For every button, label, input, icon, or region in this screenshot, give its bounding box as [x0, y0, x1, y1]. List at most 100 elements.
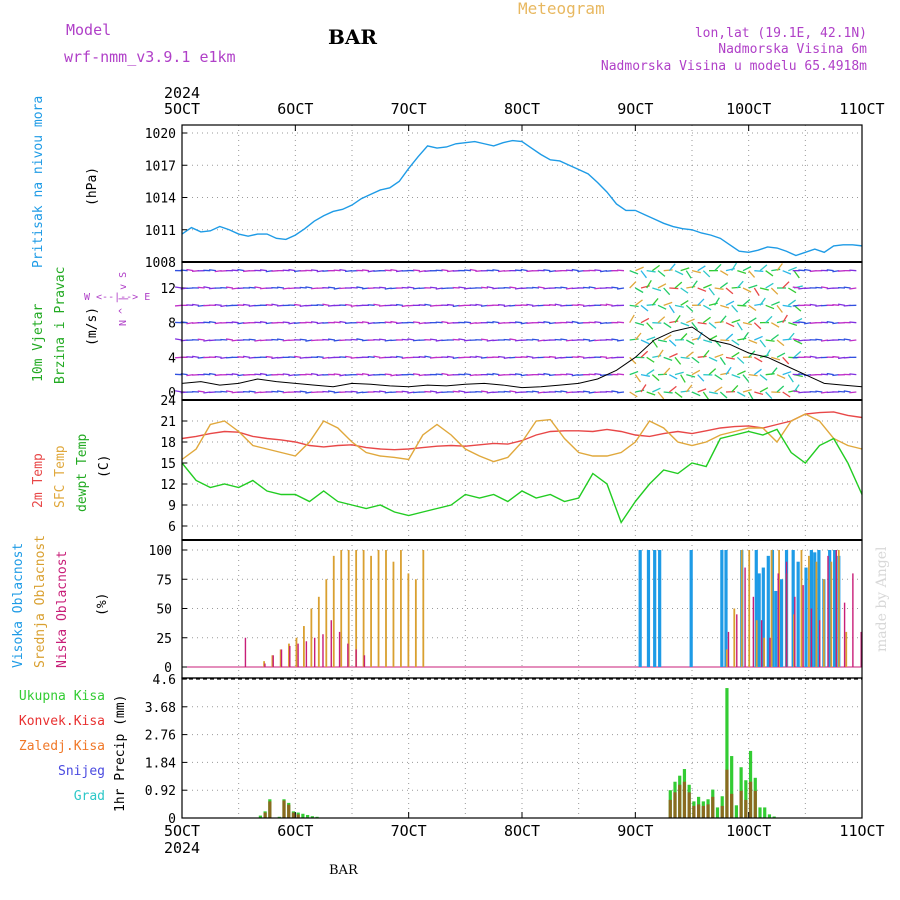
wind-arrow: [708, 391, 718, 395]
wind-arrow: [248, 286, 256, 289]
wind-arrow: [629, 338, 639, 341]
wind-arrow: [259, 372, 268, 376]
wind-arrow: [486, 286, 494, 289]
wind-arrow: [680, 390, 690, 393]
total-rain-bar: [730, 756, 734, 818]
wind-arrow: [714, 263, 722, 272]
wind-arrow: [611, 338, 619, 341]
model-elevation-label: Nadmorska Visina u modelu 65.4918m: [601, 59, 867, 74]
wind-arrow: [674, 371, 684, 376]
wind-arrow: [429, 390, 438, 393]
wind-arrow: [395, 355, 404, 358]
wind-arrow: [616, 321, 625, 324]
wind-arrow: [754, 356, 763, 363]
wind-arrow: [231, 373, 239, 376]
mid-cloud-bar: [295, 637, 298, 667]
wind-arrow: [754, 303, 764, 306]
mid-cloud-bar: [271, 655, 274, 667]
wind-arrow: [651, 264, 660, 272]
wind-arrow: [299, 390, 307, 393]
mid-cloud-bar: [303, 626, 305, 667]
wind-arrow: [686, 339, 695, 345]
wind-arrow: [492, 321, 500, 324]
wind-arrow: [322, 303, 330, 306]
temp-tick-label: 24: [160, 394, 176, 409]
mid-cloud-bar: [263, 661, 265, 667]
wind-tick-label: 12: [160, 282, 176, 297]
wind-arrow: [237, 356, 245, 358]
wind-arrow: [657, 316, 666, 324]
wind-arrow: [849, 321, 857, 324]
wind-arrow: [344, 355, 353, 358]
wind-tick-label: 4: [168, 351, 176, 366]
wind-arrow: [737, 337, 747, 341]
wind-arrow: [809, 303, 817, 306]
wind-arrow: [282, 269, 290, 272]
temp-unit-label: (C): [97, 455, 112, 478]
wind-arrow: [843, 390, 851, 393]
wind-arrow: [702, 316, 711, 324]
wind-arrow: [424, 355, 432, 358]
wind-arrow: [697, 322, 707, 325]
wind-arrow: [401, 390, 409, 393]
wind-arrow: [373, 355, 381, 358]
wind-arrow: [742, 388, 752, 393]
mid-cloud-bar: [347, 550, 350, 667]
wind-arrow: [748, 304, 757, 312]
wind-arrow: [441, 269, 449, 272]
mid-cloud-bar: [370, 555, 372, 667]
cloud-tick-label: 50: [156, 603, 172, 618]
wind-arrow: [463, 269, 472, 272]
high-cloud-bar: [766, 555, 770, 667]
wind-arrow: [463, 321, 472, 324]
wind-arrow: [231, 321, 239, 324]
wind-arrow: [708, 322, 717, 329]
conv-rain-bar: [668, 799, 672, 818]
wind-arrow: [327, 390, 336, 393]
high-cloud-bar: [658, 550, 662, 667]
wind-arrow: [753, 368, 762, 376]
wind-arrow: [339, 320, 347, 324]
wind-arrow: [770, 367, 778, 376]
wind-arrow: [674, 356, 682, 365]
conv-rain-bar: [720, 805, 724, 818]
wind-arrow: [197, 338, 205, 341]
wind-arrow: [714, 374, 723, 381]
wind-arrow: [782, 356, 790, 365]
wind-arrow: [702, 391, 710, 400]
wind-arrow: [702, 270, 711, 278]
wind-arrow: [703, 339, 713, 344]
conv-rain-bar: [711, 796, 715, 818]
wind-arrow: [327, 338, 336, 341]
wind-arrow: [742, 298, 751, 306]
wind-arrow: [737, 270, 747, 275]
wind-arrow: [629, 304, 639, 308]
wind-arrow: [697, 355, 707, 358]
wind-arrow: [282, 321, 290, 324]
conv-rain-bar: [682, 781, 687, 818]
mid-cloud-bar: [288, 643, 290, 667]
conv-rain-bar: [701, 805, 705, 818]
wind-arrow: [605, 390, 613, 393]
wind-arrow: [571, 268, 579, 272]
wind-arrow: [685, 351, 694, 358]
wind-arrow: [497, 303, 506, 306]
wind-arrow: [509, 286, 517, 289]
temp-tick-label: 6: [168, 520, 176, 535]
wind-arrow: [691, 270, 701, 274]
high-cloud-bar: [646, 550, 651, 667]
mid-cloud-bar: [748, 550, 751, 667]
mid-cloud-bar: [392, 561, 395, 667]
mid-cloud-bar: [755, 620, 758, 667]
wind-arrow: [208, 372, 217, 376]
high-cloud-bar: [796, 561, 800, 667]
wind-arrow: [299, 286, 307, 289]
mid-cloud-bar: [310, 608, 313, 667]
low-cloud-bar: [305, 641, 308, 667]
wind-arrow: [327, 286, 336, 289]
wind-arrow: [635, 287, 644, 294]
wind-arrow: [843, 338, 851, 341]
pressure-tick-label: 1017: [145, 159, 176, 174]
wind-arrow: [736, 356, 745, 364]
wind-arrow: [271, 303, 279, 306]
